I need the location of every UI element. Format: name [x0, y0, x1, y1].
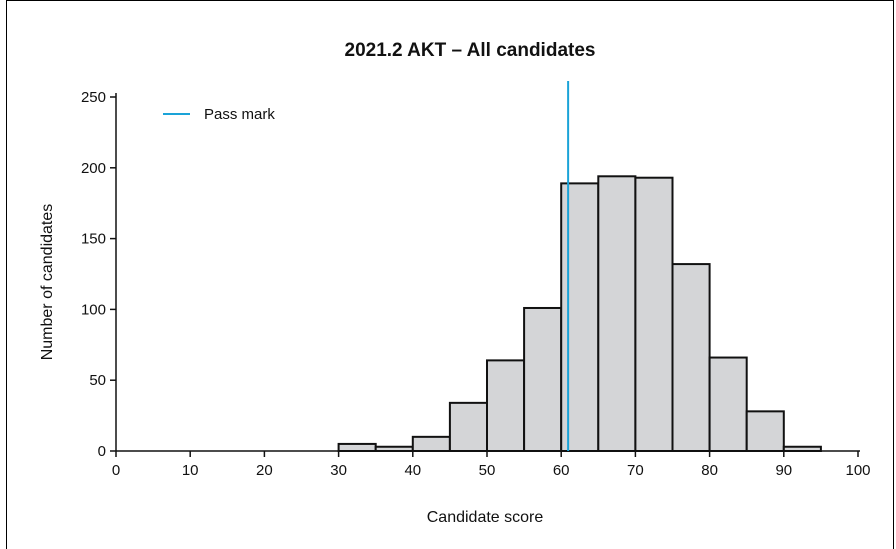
y-tick-label-150: 150 [81, 231, 106, 248]
chart-title: 2021.2 AKT – All candidates [345, 40, 596, 61]
y-tick-label-50: 50 [89, 372, 106, 389]
histogram-bar-70 [634, 176, 674, 452]
x-tick-label-20: 20 [256, 462, 273, 479]
histogram-bar-45 [448, 401, 488, 452]
axes-group: 0 50 100 150 200 250 0 10 20 30 40 50 60 70 80 90 100 [81, 89, 871, 479]
x-tick-label-10: 10 [182, 462, 199, 479]
histogram-bar-40 [411, 435, 451, 452]
y-tick-label-100: 100 [81, 301, 106, 318]
legend-label-pass-mark: Pass mark [204, 106, 275, 123]
x-tick-label-70: 70 [627, 462, 644, 479]
x-tick-label-50: 50 [479, 462, 496, 479]
x-tick-label-30: 30 [330, 462, 347, 479]
histogram-bar-50 [486, 359, 526, 453]
x-tick-label-0: 0 [112, 462, 120, 479]
x-tick-label-60: 60 [553, 462, 570, 479]
chart-frame [6, 0, 894, 549]
histogram-bar-30 [337, 442, 377, 453]
histogram-bar-75 [671, 263, 711, 453]
y-tick-label-0: 0 [98, 443, 106, 460]
x-tick-label-90: 90 [775, 462, 792, 479]
bars-group [337, 175, 822, 453]
y-tick-label-250: 250 [81, 89, 106, 106]
x-tick-label-40: 40 [404, 462, 421, 479]
x-tick-label-100: 100 [845, 462, 870, 479]
y-axis-label: Number of candidates [39, 204, 56, 361]
legend: Pass mark [163, 106, 275, 123]
histogram-bar-60 [560, 182, 600, 452]
histogram-bar-80 [708, 356, 748, 453]
x-axis-label: Candidate score [427, 509, 544, 526]
histogram-bar-65 [597, 175, 637, 453]
y-tick-label-200: 200 [81, 160, 106, 177]
histogram-bar-85 [745, 410, 785, 452]
histogram-bar-55 [523, 306, 563, 453]
x-tick-label-80: 80 [701, 462, 718, 479]
